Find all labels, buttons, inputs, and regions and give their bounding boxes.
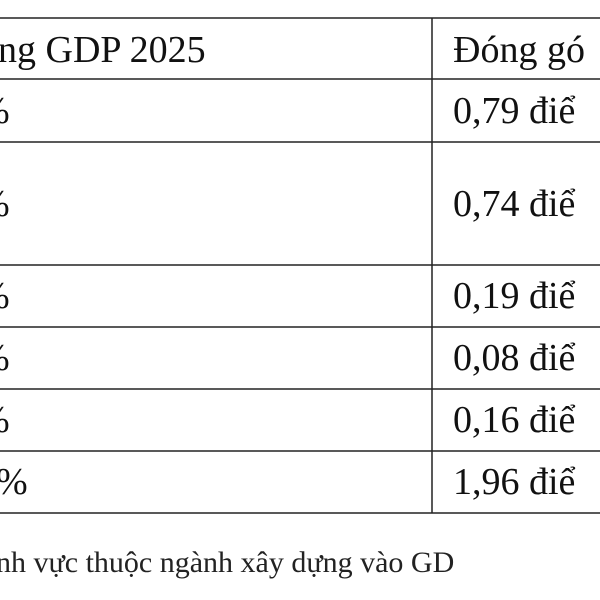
cell-text: 0,19 điể — [453, 275, 576, 317]
cell-text: 0,08 điể — [453, 337, 576, 379]
cell-text: 0,74 điể — [453, 182, 576, 225]
cell-text: % — [0, 277, 10, 315]
cell-text: % — [0, 463, 28, 501]
cell-text: 1,96 điể — [453, 461, 576, 503]
cell-text: 0,79 điể — [453, 89, 576, 132]
cell-text: % — [0, 339, 10, 377]
caption: nh vực thuộc ngành xây dựng vào GD — [0, 546, 455, 579]
cell-text: % — [0, 401, 10, 439]
header-cell: Đóng gó — [453, 29, 585, 71]
header-cell: ng GDP 2025 — [0, 29, 206, 71]
cell-text: % — [0, 185, 10, 223]
cell-text: % — [0, 92, 10, 130]
cell-text: 0,16 điể — [453, 399, 576, 441]
